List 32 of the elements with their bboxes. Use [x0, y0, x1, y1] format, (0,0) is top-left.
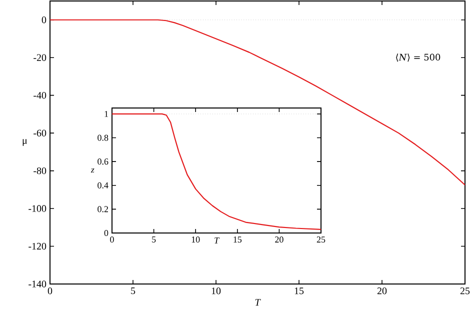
x-tick-label: 0 — [48, 288, 52, 294]
y-tick-label: -20 — [34, 54, 46, 61]
y-tick-label: -100 — [28, 205, 46, 212]
x-tick-label: 25 — [316, 236, 326, 243]
x-tick-label: 15 — [294, 288, 304, 294]
y-axis-title: μ — [22, 139, 27, 146]
x-tick-label: 20 — [275, 236, 284, 243]
x-tick-label: 15 — [234, 236, 242, 243]
y-tick-label: -80 — [34, 167, 46, 174]
y-tick-label: 0.8 — [98, 134, 108, 141]
x-tick-label: 20 — [377, 288, 387, 294]
y-tick-label: 0.4 — [98, 182, 108, 188]
line-series — [112, 113, 321, 230]
annotation: ⟨N⟩ = 500 — [396, 54, 440, 62]
y-tick-label: -60 — [34, 130, 46, 136]
y-axis-title: z — [90, 168, 94, 173]
y-tick-label: -120 — [28, 242, 46, 250]
x-tick-label: 0 — [110, 236, 114, 243]
y-tick-label: 1 — [104, 110, 108, 117]
x-tick-label: 5 — [131, 288, 136, 294]
x-tick-label: 10 — [212, 288, 221, 294]
x-tick-label: 10 — [192, 236, 200, 243]
x-tick-label: 25 — [460, 288, 470, 294]
x-axis-title: T — [255, 299, 261, 306]
x-tick-label: 5 — [152, 236, 156, 242]
x-axis-title: T — [214, 237, 220, 244]
y-tick-label: 0 — [104, 230, 108, 236]
y-tick-label: -140 — [28, 280, 46, 288]
y-tick-label: -40 — [34, 92, 46, 99]
y-tick-label: 0 — [42, 16, 46, 24]
y-tick-label: 0.6 — [98, 158, 108, 165]
y-tick-label: 0.2 — [98, 206, 108, 212]
